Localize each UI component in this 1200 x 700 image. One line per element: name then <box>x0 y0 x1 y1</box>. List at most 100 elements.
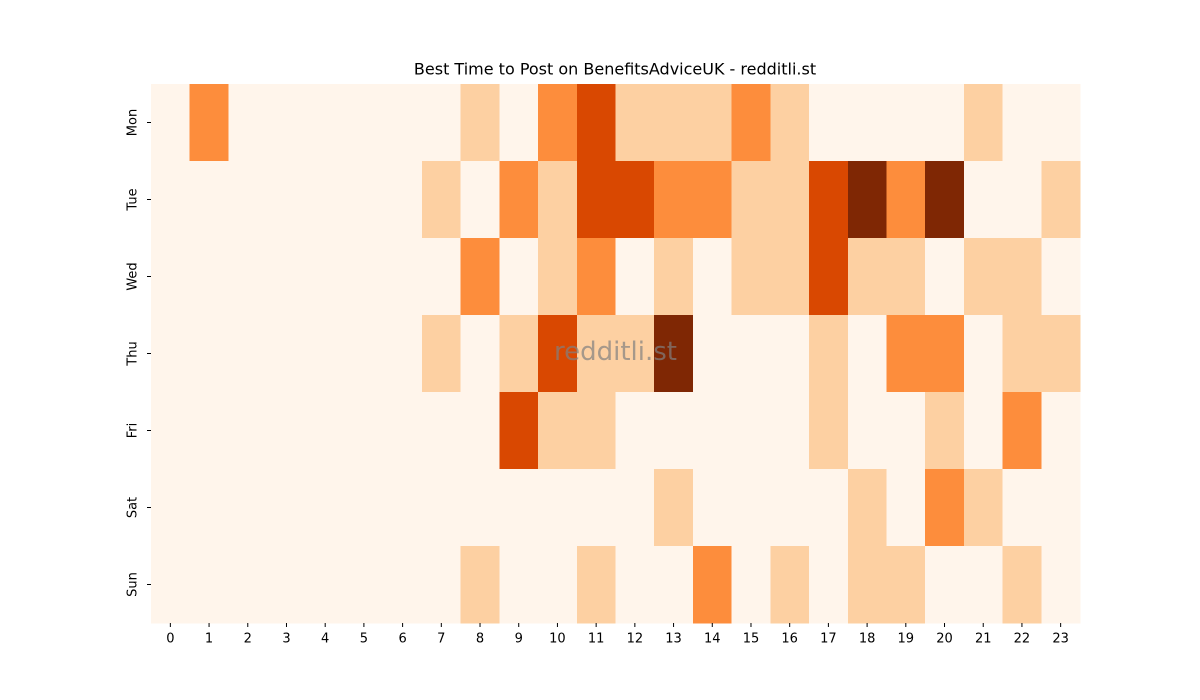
heat-cell <box>383 84 423 162</box>
heat-cell <box>499 161 539 239</box>
x-tick-label: 23 <box>1052 632 1069 647</box>
heat-cell <box>654 546 694 624</box>
x-tick-label: 0 <box>166 632 174 647</box>
heat-cell <box>925 392 965 470</box>
heat-cell <box>925 84 965 162</box>
x-tick-label: 16 <box>781 632 798 647</box>
heat-cell <box>809 84 849 162</box>
heat-cell <box>228 392 268 470</box>
heat-cell <box>460 238 500 316</box>
heat-cell <box>538 392 578 470</box>
heat-cell <box>344 315 384 393</box>
heat-cell <box>189 392 229 470</box>
heat-cell <box>886 315 926 393</box>
heat-cell <box>228 238 268 316</box>
x-tick-label: 14 <box>704 632 721 647</box>
heat-cell <box>886 238 926 316</box>
heat-cell <box>847 392 887 470</box>
heat-cell <box>847 469 887 547</box>
heat-cell <box>809 315 849 393</box>
heat-cell <box>576 84 616 162</box>
chart-title: Best Time to Post on BenefitsAdviceUK - … <box>414 60 816 79</box>
heat-cell <box>847 84 887 162</box>
heat-cell <box>538 238 578 316</box>
x-tick-label: 9 <box>515 632 523 647</box>
heat-cell <box>963 315 1004 393</box>
heat-cell <box>963 469 1004 547</box>
heat-cell <box>460 161 500 239</box>
heat-cell <box>305 238 346 316</box>
heat-cell <box>228 546 268 624</box>
heat-cell <box>421 161 462 239</box>
heat-cell <box>886 161 926 239</box>
heat-cell <box>1041 238 1081 316</box>
heat-cell <box>731 392 771 470</box>
heat-cell <box>1041 546 1081 624</box>
heat-cell <box>692 546 733 624</box>
x-tick-label: 20 <box>936 632 953 647</box>
y-tick-label: Mon <box>126 109 141 136</box>
heat-cell <box>460 84 500 162</box>
heat-cell <box>344 161 384 239</box>
y-tick-label: Sat <box>126 497 141 518</box>
heat-cell <box>1002 315 1042 393</box>
heat-cell <box>189 161 229 239</box>
heat-cell <box>460 315 500 393</box>
heat-cell <box>383 238 423 316</box>
heat-cell <box>421 84 462 162</box>
x-tick-label: 17 <box>820 632 837 647</box>
heat-cell <box>925 161 965 239</box>
heat-cell <box>189 84 229 162</box>
heat-cell <box>267 315 307 393</box>
heat-cell <box>770 315 810 393</box>
heat-cell <box>615 469 655 547</box>
heat-cell <box>267 546 307 624</box>
heat-cell <box>305 161 346 239</box>
heat-cell <box>654 392 694 470</box>
x-tick-label: 15 <box>743 632 760 647</box>
heat-cell <box>731 315 771 393</box>
heat-cell <box>615 238 655 316</box>
heat-cell <box>499 84 539 162</box>
heat-cell <box>344 546 384 624</box>
heat-cell <box>421 469 462 547</box>
heat-cell <box>151 546 191 624</box>
heat-cell <box>731 84 771 162</box>
heat-cell <box>1041 161 1081 239</box>
heat-cell <box>1002 238 1042 316</box>
heat-cell <box>770 392 810 470</box>
heat-cell <box>228 469 268 547</box>
heat-cell <box>731 469 771 547</box>
heat-cell <box>886 392 926 470</box>
heat-cell <box>267 392 307 470</box>
heat-cell <box>499 546 539 624</box>
heat-cell <box>731 546 771 624</box>
heat-cell <box>654 238 694 316</box>
heat-cell <box>615 546 655 624</box>
heat-cell <box>344 392 384 470</box>
heat-cell <box>305 84 346 162</box>
heat-cell <box>305 469 346 547</box>
heat-cell <box>344 238 384 316</box>
heat-cell <box>963 546 1004 624</box>
heat-cell <box>1002 546 1042 624</box>
heat-cell <box>576 161 616 239</box>
heat-cell <box>383 469 423 547</box>
heat-cell <box>499 315 539 393</box>
heat-cell <box>421 238 462 316</box>
heat-cell <box>654 469 694 547</box>
heat-cell <box>925 546 965 624</box>
heat-cell <box>886 469 926 547</box>
heat-cell <box>963 392 1004 470</box>
x-tick-label: 5 <box>360 632 368 647</box>
heat-cell <box>692 315 733 393</box>
heat-cell <box>615 315 655 393</box>
heat-cell <box>576 392 616 470</box>
x-tick-label: 4 <box>321 632 329 647</box>
heat-cell <box>305 392 346 470</box>
heat-cell <box>692 161 733 239</box>
heat-cell <box>1041 469 1081 547</box>
heat-cell <box>189 315 229 393</box>
heat-cell <box>925 469 965 547</box>
